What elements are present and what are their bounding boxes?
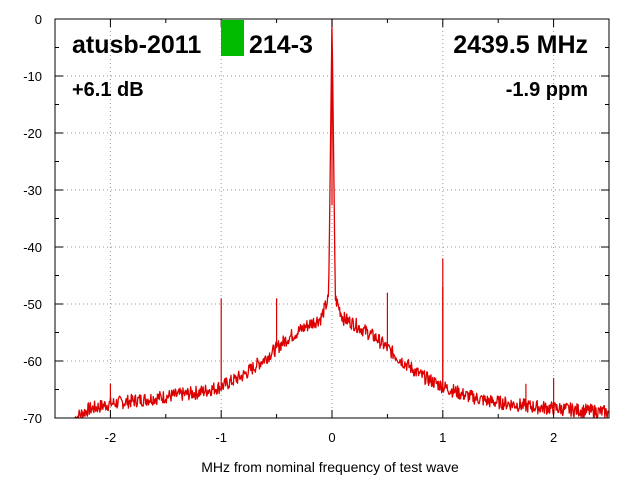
y-tick-label: -60 (23, 354, 42, 369)
y-tick-label: -70 (23, 411, 42, 426)
green-marker (221, 20, 244, 56)
x-tick-label: 1 (439, 430, 446, 445)
series-line (74, 28, 610, 419)
x-tick-label: 0 (328, 430, 335, 445)
y-tick-label: -40 (23, 240, 42, 255)
y-tick-label: -30 (23, 183, 42, 198)
y-tick-label: -50 (23, 297, 42, 312)
y-tick-label: -10 (23, 69, 42, 84)
device-title-left: atusb-2011 (72, 31, 201, 59)
axis-ticks: -2 -1 0 1 20-10-20-30-40-50-60-70 (23, 12, 610, 445)
spectrum-traces (74, 19, 610, 419)
x-tick-label: -1 (215, 430, 227, 445)
ppm-label: -1.9 ppm (506, 79, 588, 101)
gain-label: +6.1 dB (72, 79, 144, 101)
device-title-right: 214-3 (249, 31, 313, 59)
x-tick-label: 2 (550, 430, 557, 445)
x-axis-label: MHz from nominal frequency of test wave (201, 459, 459, 475)
frequency-label: 2439.5 MHz (453, 31, 588, 59)
x-tick-label: -2 (105, 430, 117, 445)
y-tick-label: -20 (23, 126, 42, 141)
y-tick-label: 0 (35, 12, 42, 27)
